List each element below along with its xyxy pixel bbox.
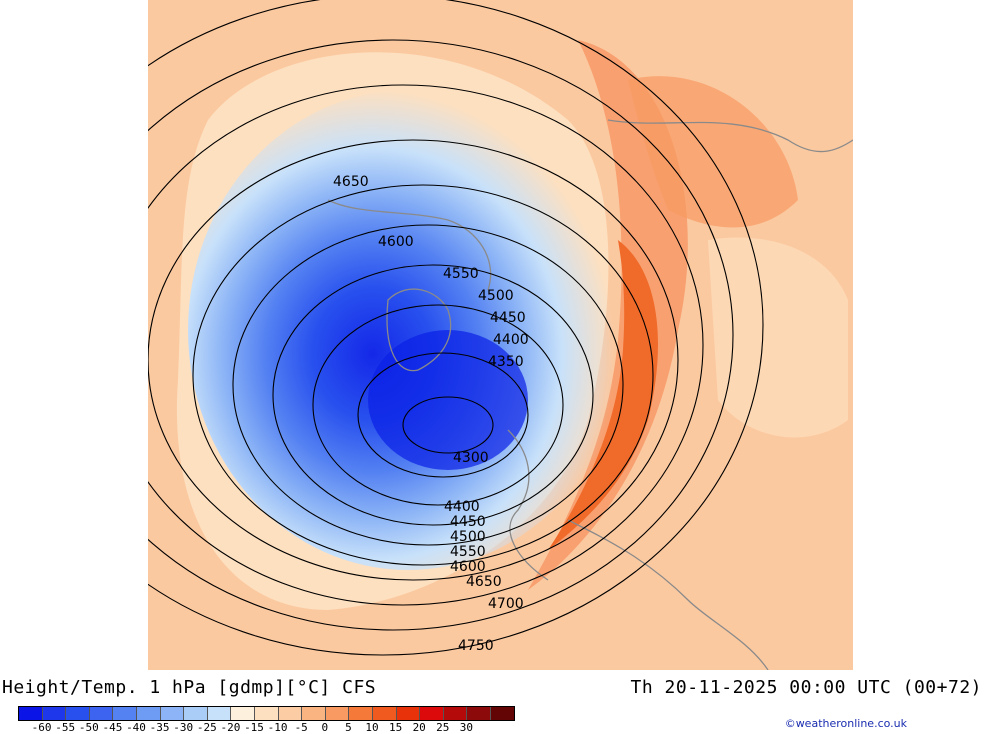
color-scale-label: -45 (102, 721, 123, 734)
color-scale-label: -60 (31, 721, 52, 734)
color-swatch (160, 707, 185, 720)
contour-label: 4600 (378, 234, 414, 250)
coastline-greenland (386, 288, 452, 372)
contour-label: 4350 (488, 354, 524, 370)
color-swatch (207, 707, 232, 720)
height-contour (232, 224, 624, 546)
color-scale-label: 15 (388, 721, 403, 734)
contour-label: 4500 (450, 529, 486, 545)
contour-label: 4500 (478, 288, 514, 304)
cold-core-inner (368, 330, 528, 470)
color-swatch (136, 707, 161, 720)
height-contour (272, 264, 594, 526)
color-scale-label: 5 (345, 721, 352, 734)
color-swatch (113, 707, 137, 720)
color-swatch (184, 707, 208, 720)
color-swatch (420, 707, 444, 720)
color-swatch (490, 707, 515, 720)
color-swatch (66, 707, 90, 720)
contour-label: 4650 (333, 174, 369, 190)
color-scale-label: 10 (365, 721, 379, 734)
weather-map: 4300435044004450450045504600465047004750… (148, 0, 853, 670)
color-scale-label: 20 (412, 721, 426, 734)
warm-north (628, 76, 798, 228)
color-swatch (278, 707, 303, 720)
contour-label: 4550 (443, 266, 479, 282)
color-scale-label: -5 (294, 721, 308, 734)
height-contour (148, 0, 764, 656)
coastline-europe (567, 519, 769, 670)
contour-label: 4400 (444, 499, 480, 515)
color-swatch (231, 707, 255, 720)
contour-label: 4450 (490, 310, 526, 326)
height-contour (357, 352, 529, 478)
credit-link[interactable]: ©weatheronline.co.uk (784, 717, 907, 730)
color-scale-label: -55 (55, 721, 76, 734)
color-swatch (396, 707, 421, 720)
height-contour (148, 139, 679, 581)
height-contour (192, 184, 654, 566)
coastline-scandinavia (507, 429, 549, 581)
height-contour (402, 396, 494, 454)
color-swatch (254, 707, 279, 720)
color-scale-label: -15 (244, 721, 264, 734)
color-scale-label: -35 (149, 721, 170, 734)
contour-label: 4650 (466, 574, 502, 590)
contour-label: 4450 (450, 514, 486, 530)
color-scale-label: -40 (126, 721, 146, 734)
color-scale-label: 25 (436, 721, 450, 734)
color-swatch (372, 707, 397, 720)
coastline-asia (607, 119, 853, 153)
coastline-arctic (327, 199, 492, 291)
warm-core (548, 240, 658, 550)
contour-label: 4700 (488, 596, 524, 612)
color-swatch (325, 707, 350, 720)
color-swatch (19, 707, 43, 720)
contour-label: 4600 (450, 559, 486, 575)
color-swatch (467, 707, 491, 720)
valid-time: Th 20-11-2025 00:00 UTC (00+72) (630, 677, 982, 698)
color-scale-label: -25 (196, 721, 217, 734)
height-contour (148, 84, 704, 606)
color-swatch (302, 707, 326, 720)
color-swatch (89, 707, 114, 720)
map-title: Height/Temp. 1 hPa [gdmp][°C] CFS (2, 677, 377, 698)
color-scale-label: -30 (173, 721, 194, 734)
color-swatch (349, 707, 373, 720)
color-scale (18, 706, 516, 721)
color-scale-label: -50 (78, 721, 99, 734)
color-scale-label: -20 (220, 721, 241, 734)
cold-core-outer (188, 90, 628, 570)
height-contour (312, 304, 564, 506)
color-scale-labels: -60 -55 -50 -45 -40 -35 -30 -25 -20 -15 -10 -5 0 5 10 1… (18, 721, 578, 734)
warm-band (528, 40, 688, 590)
pale-zone-east (708, 237, 848, 438)
color-swatch (443, 707, 468, 720)
contour-label: 4300 (453, 450, 489, 466)
color-scale-label: 0 (321, 721, 329, 734)
color-swatch (42, 707, 67, 720)
color-scale-label: 30 (459, 721, 474, 734)
contour-label: 4400 (493, 332, 529, 348)
height-contour (148, 39, 734, 631)
color-scale-label: -10 (267, 721, 288, 734)
contour-label: 4550 (450, 544, 486, 560)
contour-label: 4750 (458, 638, 494, 654)
